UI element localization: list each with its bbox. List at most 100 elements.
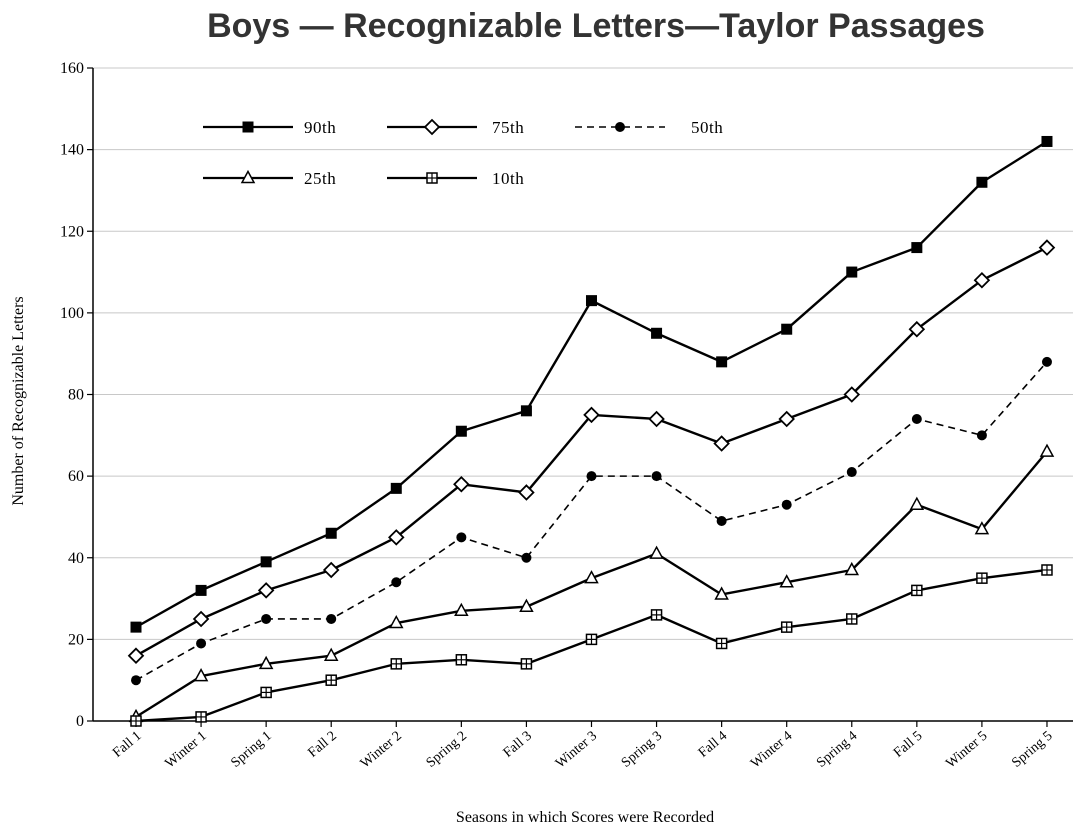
data-point [778, 410, 795, 428]
x-tick-label: Spring 4 [814, 729, 860, 771]
data-point [976, 572, 988, 584]
x-tick-label: Winter 4 [748, 729, 795, 772]
legend-label: 10th [492, 169, 524, 188]
legend-entry-10th: 10th [387, 169, 524, 188]
y-tick-label: 80 [68, 387, 84, 404]
x-tick-label: Winter 2 [358, 729, 405, 772]
x-tick-label: Fall 2 [305, 729, 339, 761]
y-tick-label: 20 [68, 631, 84, 648]
x-tick-label: Fall 3 [501, 729, 535, 761]
data-point [518, 484, 535, 501]
data-point [390, 658, 403, 670]
data-point [585, 295, 597, 307]
data-point [260, 556, 272, 568]
data-point [257, 582, 275, 599]
data-point [974, 521, 990, 535]
data-point [323, 647, 339, 661]
x-tick-label: Fall 4 [696, 729, 730, 761]
legend-marker [615, 122, 625, 132]
data-point [976, 176, 988, 188]
x-tick-label: Fall 1 [110, 729, 144, 761]
legend-label: 50th [691, 118, 723, 137]
data-point [130, 621, 142, 633]
data-point [781, 499, 792, 510]
data-point [325, 674, 337, 686]
legend-entry-90th: 90th [203, 118, 336, 137]
data-point [1041, 356, 1052, 367]
x-tick-label: Fall 5 [891, 729, 925, 761]
data-point [193, 668, 209, 682]
data-point [715, 637, 728, 650]
data-point [973, 271, 991, 289]
data-point [843, 386, 861, 403]
data-point [714, 586, 729, 600]
y-tick-label: 160 [60, 60, 84, 77]
data-point [911, 584, 923, 597]
data-point [713, 435, 730, 452]
series-group [127, 135, 1056, 727]
y-tick-label: 0 [76, 713, 84, 730]
data-point [455, 654, 468, 666]
data-point [390, 482, 402, 494]
legend-marker [240, 169, 256, 184]
data-point [260, 686, 272, 699]
legend-entry-50th: 50th [575, 118, 723, 137]
data-point [586, 471, 597, 482]
data-point [455, 425, 467, 437]
legend-label: 25th [304, 169, 336, 188]
data-point [976, 430, 987, 441]
legend-label: 90th [304, 118, 336, 137]
data-point [261, 613, 272, 624]
y-tick-label: 140 [60, 142, 84, 159]
data-point [584, 570, 599, 584]
data-point [908, 320, 926, 338]
data-point [325, 527, 337, 539]
data-point [846, 266, 858, 278]
y-axis-label: Number of Recognizable Letters [10, 296, 27, 505]
data-point [650, 609, 663, 621]
y-tick-label: 40 [68, 550, 84, 567]
data-point [648, 410, 665, 428]
legend-entry-75th: 75th [387, 118, 524, 137]
data-point [844, 561, 860, 576]
data-point [651, 471, 662, 482]
legend-marker [242, 121, 254, 133]
data-point [258, 655, 274, 670]
legend-label: 75th [492, 118, 524, 137]
x-tick-label: Winter 3 [553, 729, 600, 772]
x-tick-label: Spring 1 [228, 729, 274, 771]
x-tick-label: Winter 5 [943, 729, 990, 772]
legend-marker [426, 172, 438, 184]
data-point [779, 574, 794, 588]
chart-title: Boys — Recognizable Letters—Taylor Passa… [207, 7, 985, 45]
data-point [326, 613, 337, 624]
legend-entry-25th: 25th [203, 169, 336, 188]
data-point [520, 658, 533, 670]
data-point [716, 356, 728, 368]
series-25th [128, 443, 1055, 723]
data-point [196, 638, 207, 649]
data-point [583, 406, 600, 424]
data-point [781, 323, 793, 335]
x-ticks: Fall 1 Winter 1 Spring 1 Fall 2 Winter 2 Spri… [110, 721, 1056, 772]
data-point [846, 467, 857, 478]
series-line [135, 568, 1048, 723]
data-point [780, 621, 793, 633]
data-point [195, 584, 207, 596]
series-line [135, 450, 1048, 718]
data-point [911, 413, 922, 424]
data-point [520, 405, 532, 417]
series-50th [131, 356, 1052, 686]
data-point [911, 242, 923, 254]
data-point [389, 614, 404, 629]
data-point [322, 561, 340, 579]
data-point [909, 496, 925, 510]
series-10th [130, 564, 1053, 727]
data-point [1041, 135, 1053, 147]
gridlines [93, 67, 1073, 640]
data-point [453, 476, 470, 493]
series-90th [130, 135, 1053, 633]
series-75th [127, 239, 1056, 664]
data-point [521, 552, 532, 563]
